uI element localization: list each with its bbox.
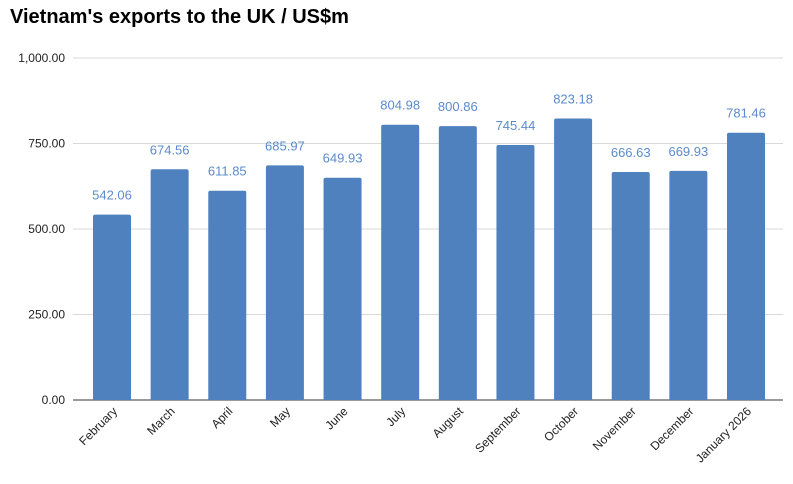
y-tick-label: 500.00 <box>28 222 65 236</box>
data-label: 800.86 <box>438 99 478 114</box>
x-tick-label: June <box>322 404 351 433</box>
bar <box>93 214 131 400</box>
bar <box>727 132 765 401</box>
bar <box>496 145 535 400</box>
x-tick-label: October <box>541 404 581 444</box>
y-tick-label: 1,000.00 <box>18 51 65 65</box>
data-label: 649.93 <box>323 151 363 166</box>
bar <box>381 124 420 400</box>
y-tick-label: 250.00 <box>28 308 65 322</box>
data-label: 674.56 <box>150 142 190 157</box>
x-tick-label: January 2026 <box>693 404 755 466</box>
bar <box>323 177 362 400</box>
data-label: 823.18 <box>553 91 593 106</box>
bar <box>611 172 650 400</box>
data-label: 781.46 <box>726 106 766 121</box>
data-label: 666.63 <box>611 145 651 160</box>
x-tick-label: April <box>209 404 236 431</box>
y-tick-label: 750.00 <box>28 137 65 151</box>
x-tick-label: November <box>590 404 639 453</box>
x-tick-label: February <box>76 404 120 448</box>
data-label: 611.85 <box>208 164 247 179</box>
data-label: 669.93 <box>668 144 708 159</box>
x-tick-label: March <box>144 404 177 437</box>
bar <box>265 165 304 400</box>
data-label: 804.98 <box>380 98 420 113</box>
bar <box>554 118 593 400</box>
bar <box>150 169 189 400</box>
x-tick-label: August <box>430 404 467 441</box>
bar <box>669 170 708 400</box>
y-tick-label: 0.00 <box>42 393 66 407</box>
x-tick-label: July <box>383 404 408 429</box>
bar <box>438 126 477 400</box>
x-tick-label: May <box>267 404 293 430</box>
chart-title: Vietnam's exports to the UK / US$m <box>10 6 349 28</box>
bar <box>208 190 247 400</box>
x-tick-label: September <box>472 404 523 455</box>
data-label: 745.44 <box>496 118 536 133</box>
data-label: 542.06 <box>92 188 132 203</box>
data-label: 685.97 <box>265 138 305 153</box>
x-tick-label: December <box>647 404 696 453</box>
